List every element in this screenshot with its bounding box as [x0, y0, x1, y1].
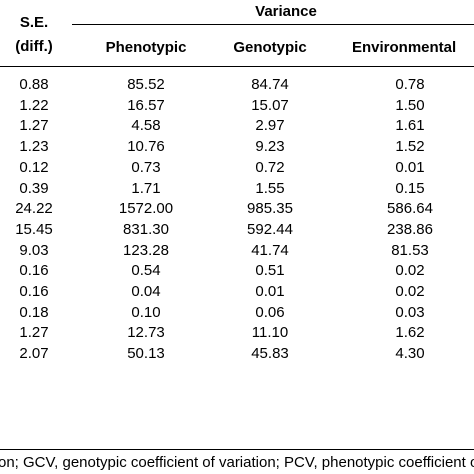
se-diff-cell: 15.45 — [15, 220, 53, 238]
se-diff-cell: 0.39 — [19, 179, 49, 197]
genotypic-cell: 1.55 — [255, 179, 285, 197]
environmental-cell: 81.53 — [391, 241, 429, 259]
environmental-cell: 0.01 — [395, 158, 425, 176]
se-header-line2: (diff.) — [15, 38, 53, 55]
phenotypic-cell: 0.10 — [131, 303, 161, 321]
se-diff-cell: 1.22 — [19, 96, 49, 114]
se-diff-cell: 24.22 — [15, 200, 53, 218]
environmental-cell: 1.50 — [395, 96, 425, 114]
phenotypic-cell: 16.57 — [127, 96, 165, 114]
se-diff-cell: 9.03 — [19, 241, 49, 259]
se-diff-cell: 1.23 — [19, 138, 49, 156]
phenotypic-cell: 50.13 — [127, 345, 165, 363]
phenotypic-cell: 0.04 — [131, 283, 161, 300]
se-diff-cell: 1.27 — [19, 117, 49, 135]
environmental-cell: 0.02 — [395, 283, 425, 300]
genotypic-cell: 2.97 — [255, 117, 285, 135]
phenotypic-cell: 12.73 — [127, 324, 165, 342]
genotypic-cell: 15.07 — [251, 96, 289, 114]
environmental-cell: 586.64 — [387, 200, 433, 218]
se-diff-cell: 0.88 — [19, 76, 49, 93]
se-diff-cell: 0.12 — [19, 158, 49, 176]
column-header-genotypic: Genotypic — [233, 39, 307, 56]
phenotypic-cell: 831.30 — [123, 220, 169, 238]
genotypic-cell: 0.01 — [255, 283, 285, 300]
column-header-phenotypic: Phenotypic — [105, 39, 187, 56]
header-bottom-rule — [0, 66, 474, 67]
variance-group-header: Variance — [255, 3, 317, 20]
environmental-cell: 4.30 — [395, 345, 425, 363]
environmental-cell: 1.52 — [395, 138, 425, 156]
genotypic-cell: 0.72 — [255, 158, 285, 176]
genotypic-cell: 0.51 — [255, 262, 285, 280]
phenotypic-cell: 4.58 — [131, 117, 161, 135]
se-header-line1: S.E. — [19, 14, 49, 31]
environmental-cell: 1.61 — [395, 117, 425, 135]
genotypic-cell: 592.44 — [247, 220, 293, 238]
column-header-environmental: Environmental — [352, 39, 457, 56]
environmental-cell: 238.86 — [387, 220, 433, 238]
phenotypic-cell: 123.28 — [123, 241, 169, 259]
genotypic-cell: 0.06 — [255, 303, 285, 321]
phenotypic-cell: 1572.00 — [118, 200, 174, 218]
se-diff-cell: 1.27 — [19, 324, 49, 342]
table-bottom-rule — [0, 449, 474, 450]
phenotypic-cell: 1.71 — [131, 179, 161, 197]
genotypic-cell: 11.10 — [251, 324, 289, 342]
genotypic-cell: 45.83 — [251, 345, 289, 363]
se-diff-cell: 2.07 — [19, 345, 49, 363]
se-diff-cell: 0.18 — [19, 303, 49, 321]
genotypic-cell: 985.35 — [247, 200, 293, 218]
environmental-cell: 0.03 — [395, 303, 425, 321]
se-diff-cell: 0.16 — [19, 262, 49, 280]
phenotypic-cell: 85.52 — [127, 76, 165, 93]
variance-group-rule — [72, 24, 474, 25]
table-footnote: on; GCV, genotypic coefficient of variat… — [0, 454, 474, 471]
phenotypic-cell: 10.76 — [127, 138, 165, 156]
phenotypic-cell: 0.54 — [131, 262, 161, 280]
genotypic-cell: 41.74 — [251, 241, 289, 259]
environmental-cell: 0.78 — [395, 76, 425, 93]
se-diff-cell: 0.16 — [19, 283, 49, 300]
genotypic-cell: 84.74 — [251, 76, 289, 93]
environmental-cell: 0.15 — [395, 179, 425, 197]
environmental-cell: 1.62 — [395, 324, 425, 342]
phenotypic-cell: 0.73 — [131, 158, 161, 176]
environmental-cell: 0.02 — [395, 262, 425, 280]
genotypic-cell: 9.23 — [255, 138, 285, 156]
